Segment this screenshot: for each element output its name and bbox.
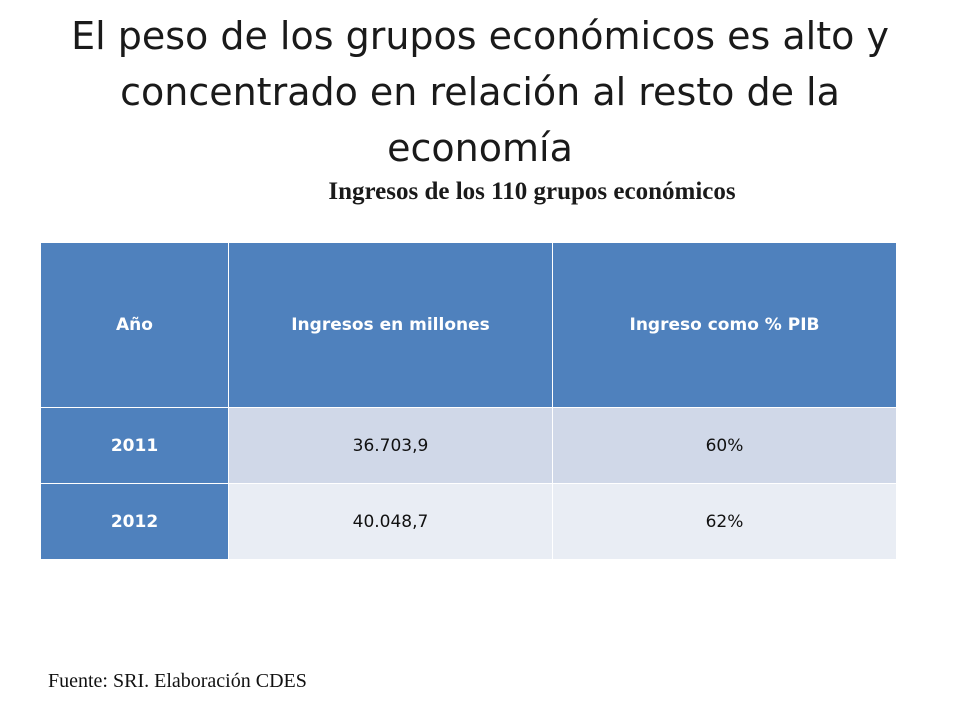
table-header-row: Año Ingresos en millones Ingreso como % … [40,242,897,408]
header-income: Ingresos en millones [228,242,553,408]
cell-gdp-percent: 62% [552,483,897,560]
header-gdp-percent: Ingreso como % PIB [552,242,897,408]
cell-year: 2012 [40,483,229,560]
header-year: Año [40,242,229,408]
source-note: Fuente: SRI. Elaboración CDES [48,670,307,692]
slide-title: El peso de los grupos económicos es alto… [40,8,920,176]
slide-title-line-3: economía [387,126,573,170]
cell-income: 40.048,7 [228,483,553,560]
slide-title-line-1: El peso de los grupos económicos es alto… [71,14,889,58]
income-table: Año Ingresos en millones Ingreso como % … [40,242,897,560]
table-caption: Ingresos de los 110 grupos económicos [328,178,736,205]
cell-year: 2011 [40,407,229,484]
slide-title-line-2: concentrado en relación al resto de la [120,70,840,114]
cell-income: 36.703,9 [228,407,553,484]
table-row: 2012 40.048,7 62% [40,483,897,560]
cell-gdp-percent: 60% [552,407,897,484]
table-row: 2011 36.703,9 60% [40,407,897,484]
